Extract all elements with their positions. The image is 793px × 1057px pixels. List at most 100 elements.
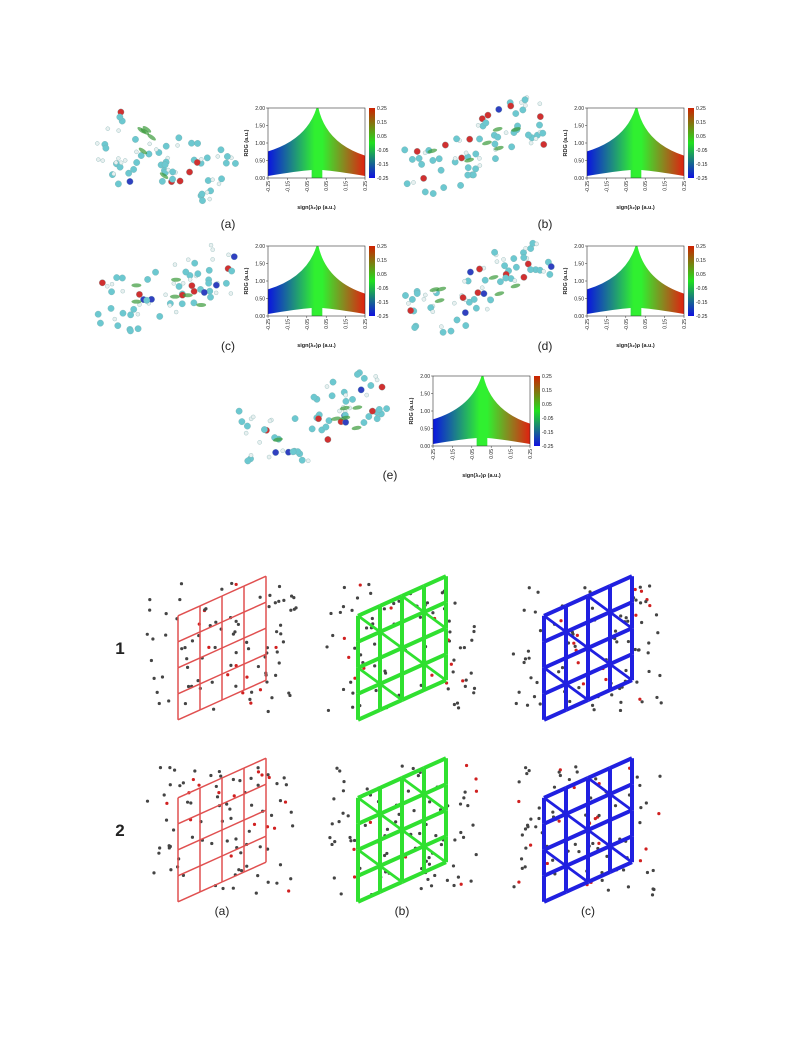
- framework-atom: [538, 702, 542, 706]
- atom: [198, 190, 206, 198]
- framework-atom: [152, 871, 156, 875]
- x-tick-label: -0.05: [624, 181, 630, 193]
- atom: [199, 197, 206, 205]
- framework-atom: [278, 799, 283, 803]
- atom: [439, 324, 444, 329]
- framework-atom: [575, 770, 579, 774]
- framework-atom: [183, 701, 188, 706]
- framework-atom: [448, 630, 452, 634]
- nci-surface: [138, 147, 148, 155]
- atom: [527, 245, 535, 252]
- atom: [520, 273, 528, 281]
- network-edge: [401, 766, 425, 780]
- framework-atom: [613, 804, 618, 808]
- colorbar-label: 0.25: [696, 244, 706, 250]
- atom: [205, 279, 213, 287]
- framework-atom: [258, 845, 262, 849]
- network-edge: [609, 792, 633, 812]
- atom: [289, 448, 297, 456]
- network-edge: [177, 657, 201, 669]
- framework-atom: [634, 613, 638, 617]
- framework-atom: [651, 887, 655, 891]
- framework-atom: [164, 612, 168, 616]
- framework-atom: [449, 662, 453, 666]
- molecule: [94, 243, 238, 335]
- framework-atom: [328, 836, 332, 840]
- framework-atom: [249, 701, 253, 705]
- x-tick-label: -0.15: [604, 181, 610, 193]
- y-tick-label: 1.00: [574, 141, 584, 147]
- framework-atom: [590, 606, 595, 610]
- framework-atom: [472, 629, 476, 634]
- x-tick-label: -0.15: [604, 319, 610, 331]
- atom: [324, 436, 332, 443]
- atom: [213, 281, 220, 289]
- framework-atom: [352, 838, 357, 843]
- y-tick-label: 0.50: [255, 297, 265, 303]
- framework-atom: [239, 869, 244, 873]
- atom: [354, 371, 361, 378]
- network-edge: [609, 678, 633, 692]
- y-tick-label: 0.00: [255, 176, 265, 182]
- framework-atom: [463, 684, 467, 688]
- network-edge: [423, 600, 447, 614]
- molecule: [235, 369, 390, 465]
- panel-label: (a): [221, 217, 236, 231]
- colorbar-label: -0.25: [542, 444, 554, 450]
- network-edge: [243, 835, 267, 847]
- network-edge: [177, 813, 201, 825]
- atom: [403, 180, 411, 188]
- framework-atom: [149, 658, 154, 663]
- atom: [418, 161, 425, 168]
- atom: [342, 397, 350, 405]
- framework-atom: [527, 656, 531, 660]
- framework-atom: [644, 599, 648, 604]
- framework-atom: [245, 675, 249, 679]
- atom: [113, 274, 121, 281]
- framework-atom: [272, 826, 277, 830]
- atom: [421, 297, 427, 302]
- atom: [477, 156, 482, 161]
- network-edge: [401, 594, 425, 614]
- network-edge: [609, 808, 633, 822]
- framework-atom: [185, 665, 190, 669]
- framework-atom: [593, 817, 597, 821]
- atom: [512, 110, 520, 117]
- network-edge: [357, 708, 381, 722]
- framework-atom: [551, 858, 555, 862]
- framework-atom: [594, 777, 598, 781]
- atom: [125, 169, 133, 177]
- framework-atom: [219, 774, 223, 778]
- framework-atom: [289, 877, 293, 881]
- framework-atom: [365, 787, 369, 791]
- framework-atom: [283, 800, 288, 804]
- framework-atom: [250, 803, 254, 807]
- network-edge: [199, 621, 223, 633]
- framework-atom: [209, 773, 213, 778]
- network: [512, 756, 662, 904]
- rdg-scatter: [587, 246, 684, 316]
- atom: [480, 290, 488, 297]
- atom: [476, 265, 483, 273]
- framework-atom: [148, 598, 152, 602]
- atom: [132, 136, 139, 143]
- framework-atom: [605, 854, 609, 858]
- framework-atom: [256, 874, 260, 878]
- framework-atom: [181, 781, 185, 785]
- framework-atom: [646, 651, 650, 655]
- framework-atom: [426, 877, 430, 882]
- atom: [508, 143, 516, 151]
- network-edge: [609, 860, 633, 874]
- framework-atom: [427, 856, 431, 860]
- network-edge: [609, 610, 633, 630]
- framework-atom: [341, 605, 346, 609]
- x-axis-label: sign(λ₂)ρ (a.u.): [297, 205, 336, 211]
- framework-atom: [640, 700, 644, 704]
- atom: [190, 299, 198, 307]
- framework-atom: [517, 880, 521, 884]
- network-edge: [587, 594, 611, 614]
- atom: [474, 289, 482, 297]
- network-edge: [401, 662, 425, 676]
- atom: [462, 279, 467, 284]
- molecule: [95, 108, 239, 205]
